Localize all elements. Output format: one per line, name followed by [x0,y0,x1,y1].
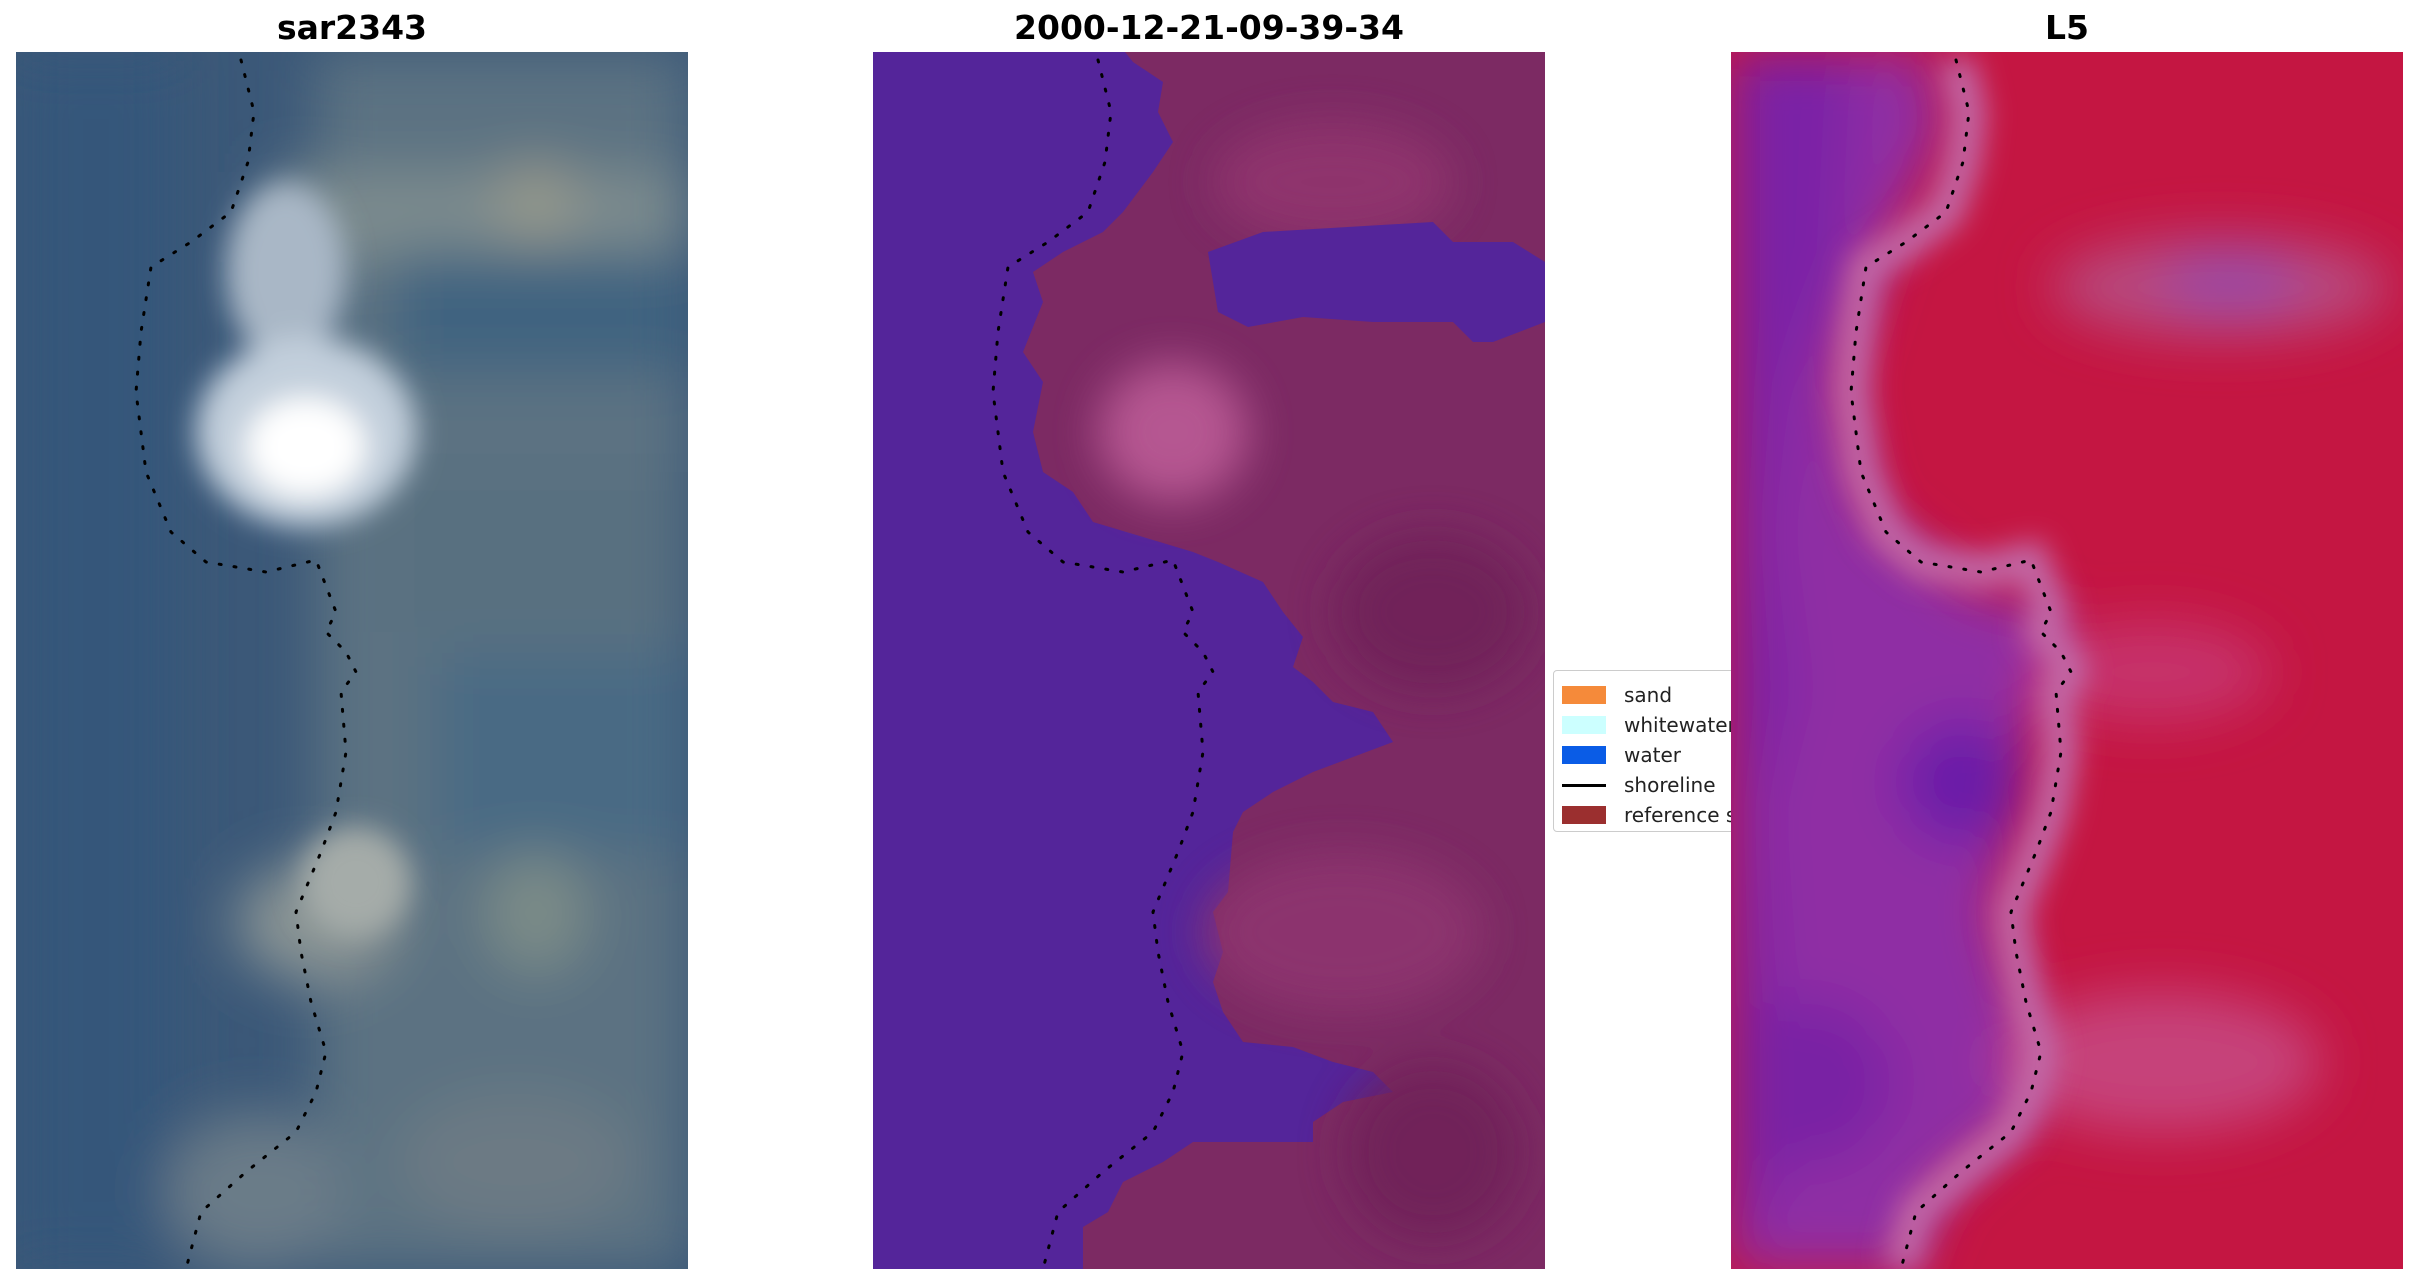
rgb-image-panel [16,52,688,1269]
panel-title-index: L5 [2045,8,2089,47]
rgb-image [16,52,688,1269]
legend-swatch-water [1562,746,1606,764]
legend-label-shoreline: shoreline [1624,773,1716,797]
panel-title-rgb: sar2343 [276,8,428,47]
legend-label-whitewater: whitewater [1624,713,1736,737]
legend-label-water: water [1624,743,1681,767]
legend-label-reference-shoreline: reference shoreline [1624,803,1737,827]
legend-swatch-sand [1562,686,1606,704]
legend-item-reference-shoreline: reference shoreline [1562,803,1737,827]
water-inlet [1208,222,1545,342]
legend-item-water: water [1562,743,1681,767]
legend-item-whitewater: whitewater [1562,713,1736,737]
index-panel [1731,52,2403,1269]
legend-swatch-whitewater [1562,716,1606,734]
legend-label-sand: sand [1624,683,1673,707]
legend-line-shoreline [1562,783,1606,787]
classification-panel [873,52,1545,1269]
shoreline-dots-rgb [134,58,358,1269]
index-image [1731,52,2403,1269]
classification-image [873,52,1545,1269]
legend-item-shoreline: shoreline [1562,773,1716,797]
shoreline-dots-index [1849,58,2073,1269]
legend-swatch-reference-shoreline [1562,806,1606,824]
legend: sand whitewater water shoreline referenc… [1553,670,1738,832]
panel-title-classification: 2000-12-21-09-39-34 [1014,8,1404,47]
shoreline-dots-classification [991,58,1215,1269]
legend-item-sand: sand [1562,683,1672,707]
